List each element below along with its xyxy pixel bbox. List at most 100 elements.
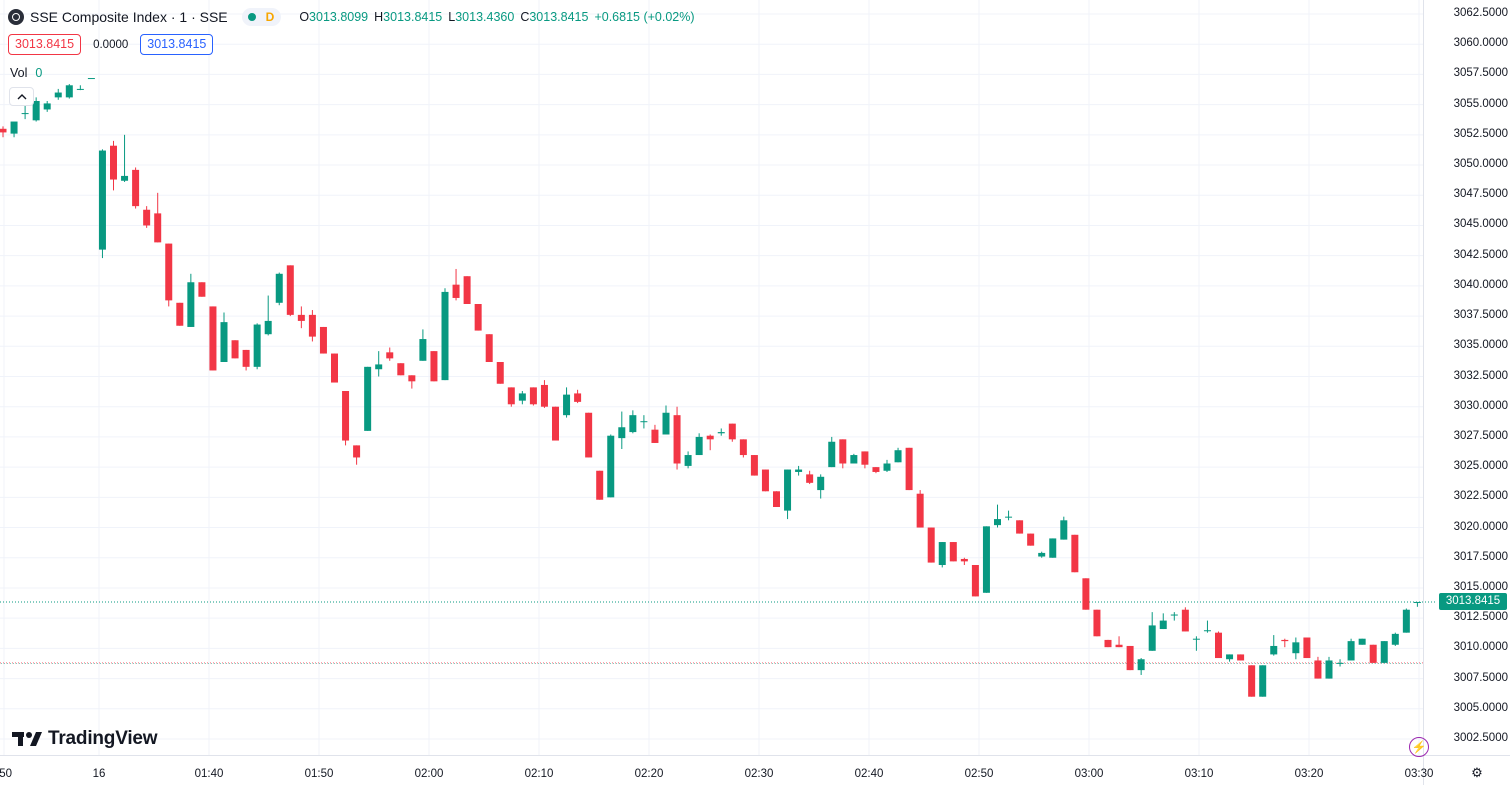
candle-body	[684, 455, 692, 466]
high-label: H	[374, 10, 384, 24]
candle-body	[784, 469, 792, 511]
time-axis-label: 02:10	[525, 768, 554, 780]
collapse-legend-button[interactable]	[9, 87, 34, 106]
time-axis-label: 02:50	[965, 768, 994, 780]
volume-label: Vol	[10, 66, 28, 80]
candle-body	[331, 353, 338, 383]
candle	[596, 470, 604, 500]
candle	[143, 206, 151, 228]
candle-body	[916, 493, 924, 528]
time-axis[interactable]: :50 16 01:40 01:50 02:00 02:10 02:20 02:30 02:40…	[0, 768, 1433, 780]
tradingview-logo[interactable]: TradingView	[12, 728, 158, 750]
time-axis-label: 02:40	[855, 768, 884, 780]
candle-body	[286, 265, 294, 315]
candle-body	[1170, 614, 1178, 616]
candle-body	[1005, 516, 1013, 518]
candle	[132, 167, 140, 209]
candle-body	[154, 213, 162, 243]
candle	[1281, 638, 1289, 648]
candle	[242, 349, 250, 371]
candle-body	[507, 387, 515, 405]
candle	[1159, 613, 1167, 630]
candle-body	[618, 427, 626, 439]
candle-body	[76, 88, 84, 90]
candle-body	[1413, 601, 1421, 603]
candle-body	[32, 101, 40, 121]
candle	[419, 329, 427, 361]
candle-body	[1049, 538, 1057, 558]
candle-body	[651, 429, 659, 443]
candle-body	[761, 469, 769, 492]
candle-body	[817, 476, 825, 491]
candle	[1148, 612, 1156, 651]
time-axis-label: 02:00	[415, 768, 444, 780]
sell-button[interactable]: 3013.8415	[8, 34, 82, 55]
candle-body	[87, 78, 95, 80]
price-axis-label: 3057.5000	[1453, 67, 1508, 80]
candle-body	[938, 542, 946, 565]
price-axis-label: 3010.0000	[1453, 641, 1508, 654]
candle	[297, 306, 305, 329]
candle	[1016, 520, 1024, 534]
price-axis-label: 3030.0000	[1453, 399, 1508, 412]
symbol-title[interactable]: SSE Composite Index · 1 · SSE	[30, 9, 228, 25]
candle-body	[386, 352, 394, 359]
candle-body	[850, 455, 858, 464]
lightning-icon[interactable]: ⚡	[1409, 737, 1429, 757]
price-axis-label: 3007.5000	[1453, 671, 1508, 684]
candle	[795, 465, 803, 476]
candle	[1314, 656, 1322, 679]
candle	[198, 282, 206, 297]
candle-body	[397, 363, 405, 376]
candle	[386, 347, 394, 361]
candle-body	[673, 415, 681, 464]
candle	[1181, 607, 1189, 632]
close-value: 3013.8415	[529, 10, 589, 24]
candle-body	[839, 439, 847, 464]
candle-body	[640, 421, 648, 423]
candle	[916, 490, 924, 528]
candle-body	[1148, 625, 1156, 651]
candle	[905, 447, 913, 491]
market-status-badge[interactable]: D	[241, 8, 282, 26]
symbol-legend[interactable]: SSE Composite Index · 1 · SSE D O 3013.8…	[8, 7, 701, 27]
candle-body	[143, 209, 151, 226]
candle	[441, 288, 449, 381]
candle	[1325, 656, 1333, 679]
candle-body	[209, 306, 217, 371]
candle	[308, 310, 316, 342]
candle-body	[1336, 662, 1344, 664]
candle-body	[861, 451, 869, 465]
candle-body	[1226, 654, 1234, 660]
candle	[739, 439, 747, 458]
candle-body	[132, 169, 140, 207]
candle	[695, 433, 703, 456]
open-label: O	[299, 10, 310, 24]
candle	[817, 474, 825, 499]
interval-badge: D	[265, 10, 275, 24]
candle-body	[883, 463, 891, 471]
candle-body	[739, 439, 747, 456]
candle-body	[1402, 609, 1410, 633]
candle-body	[242, 349, 250, 367]
candle	[750, 455, 758, 476]
candle	[1369, 644, 1377, 663]
tradingview-logo-icon	[12, 732, 42, 746]
price-axis-label: 3062.5000	[1453, 7, 1508, 19]
close-label: C	[520, 10, 530, 24]
buy-button[interactable]: 3013.8415	[140, 34, 214, 55]
candle	[375, 351, 383, 377]
candle-body	[1071, 534, 1079, 573]
candle	[397, 363, 405, 376]
candle-body	[1192, 638, 1200, 640]
candle-body	[1292, 642, 1300, 654]
price-axis-label: 3032.5000	[1453, 369, 1508, 382]
gear-icon[interactable]: ⚙	[1471, 765, 1483, 780]
candle-body	[1126, 645, 1134, 671]
volume-legend[interactable]: Vol 0	[10, 66, 42, 80]
price-axis-label: 3042.5000	[1453, 248, 1508, 261]
candle	[331, 353, 338, 383]
candle	[1347, 638, 1355, 661]
candle	[828, 436, 836, 468]
